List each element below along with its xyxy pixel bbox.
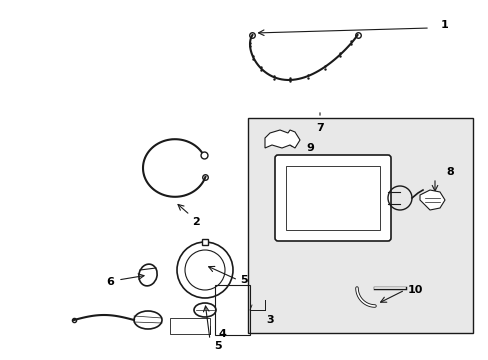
Text: 7: 7 (315, 123, 323, 133)
Bar (215, 285, 249, 335)
Text: 8: 8 (445, 167, 453, 177)
FancyBboxPatch shape (274, 155, 390, 241)
Text: 9: 9 (305, 143, 313, 153)
Text: 10: 10 (407, 285, 422, 295)
Text: 5: 5 (214, 341, 222, 351)
Polygon shape (264, 130, 299, 148)
Bar (170, 318, 209, 334)
Text: 5: 5 (240, 275, 247, 285)
Bar (285, 166, 379, 230)
Text: 3: 3 (265, 315, 273, 325)
Text: 2: 2 (192, 217, 200, 227)
Bar (247, 118, 472, 333)
Text: 1: 1 (440, 20, 448, 30)
Text: 6: 6 (106, 277, 114, 287)
Text: 4: 4 (218, 329, 225, 339)
Polygon shape (419, 190, 444, 210)
